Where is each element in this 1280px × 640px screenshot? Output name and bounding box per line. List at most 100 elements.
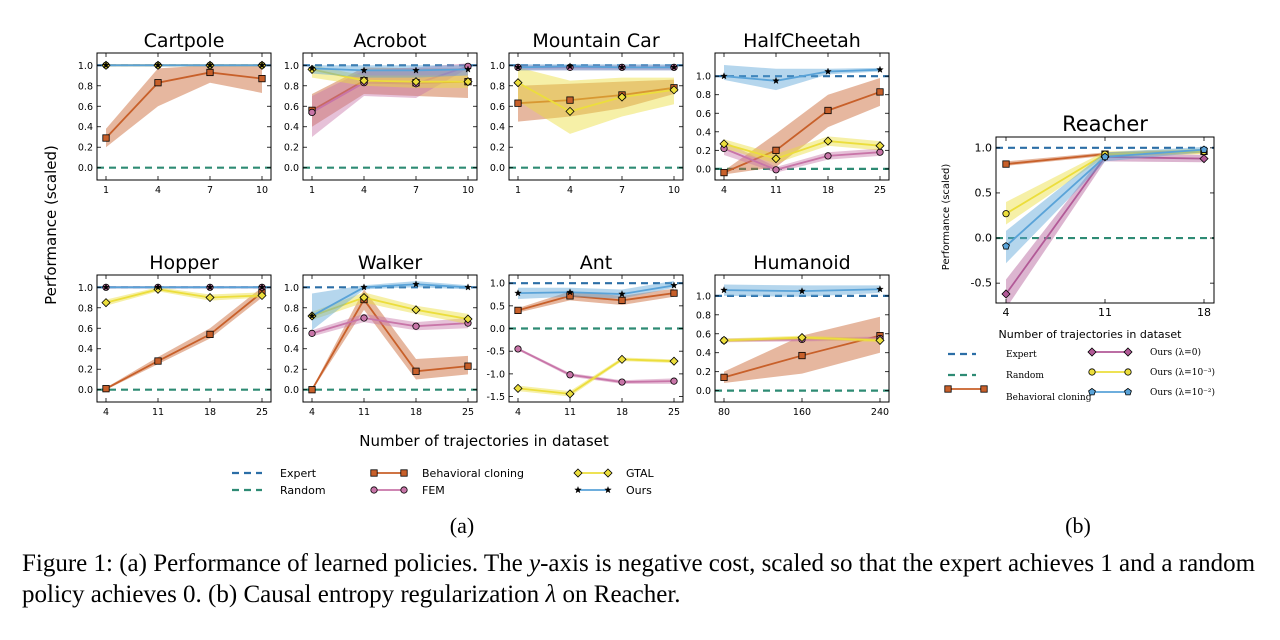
point-ours <box>102 283 110 291</box>
point-ours <box>720 72 728 80</box>
y-tick-label: 1.0 <box>78 283 93 294</box>
band-gtal <box>518 67 674 134</box>
y-tick-label: 0.2 <box>696 146 711 157</box>
band-behavioral-cloning <box>724 78 880 175</box>
y-tick-label: 0.4 <box>490 122 505 133</box>
x-tick-label: 11 <box>770 185 782 196</box>
panel-title: Reacher <box>1062 112 1148 136</box>
x-tick-label: 4 <box>309 407 315 418</box>
y-tick-label: 0.6 <box>284 102 299 113</box>
y-tick-label: 0.2 <box>696 367 711 378</box>
point-gtal <box>669 85 679 95</box>
point-gtal <box>719 335 729 345</box>
point-gtal <box>617 354 627 364</box>
point-fem <box>772 166 780 174</box>
panel-title: Humanoid <box>753 252 851 274</box>
line-behavioral-cloning <box>311 297 469 391</box>
legend-marker <box>1087 347 1097 357</box>
x-tick-label: 1 <box>103 185 109 196</box>
x-tick-label: 18 <box>410 407 422 418</box>
y-tick-label: 0.5 <box>490 301 505 312</box>
point-gtal <box>359 292 369 303</box>
y-tick-label: 0.8 <box>490 81 505 92</box>
line-gtal <box>517 81 675 113</box>
point-ours <box>670 281 678 289</box>
legend-a: Expert Random Behavioral cloning FEM GTAL Our… <box>232 467 655 497</box>
x-tick-label: 4 <box>1003 306 1010 319</box>
y-tick-label: 1.0 <box>284 283 299 294</box>
legend-item-random: Random <box>232 484 326 497</box>
y-tick-label: -0.5 <box>486 347 505 358</box>
x-tick-label: 1 <box>515 185 521 196</box>
y-tick-label: 0.0 <box>284 385 299 396</box>
point-gtal <box>771 154 781 164</box>
panel-title: Mountain Car <box>532 30 659 52</box>
legend-b-item-behavioral-cloning: Behavioral cloning <box>944 385 1092 403</box>
legend-b-item-random: Random <box>948 371 1044 381</box>
line-fem <box>517 348 675 383</box>
point-ours-10 <box>1200 145 1208 153</box>
y-tick-label: 0.6 <box>78 324 93 335</box>
x-tick-label: 25 <box>668 407 680 418</box>
legend-marker <box>603 468 613 478</box>
legend-item-ours: Ours <box>574 484 652 497</box>
x-tick-label: 10 <box>256 185 268 196</box>
panel-title: Walker <box>358 252 423 274</box>
legend-label: Expert <box>280 467 317 480</box>
point-behavioral-cloning <box>102 134 110 142</box>
point-ours <box>258 283 266 291</box>
point-behavioral-cloning <box>102 385 110 393</box>
point-fem <box>308 108 316 117</box>
line-gtal <box>723 140 881 160</box>
point-gtal <box>669 356 679 366</box>
panel-plot-area <box>509 280 683 397</box>
point-behavioral-cloning <box>670 289 678 297</box>
point-fem <box>566 371 574 379</box>
caption-middle: -axis is negative cost, scaled so that t… <box>22 550 1256 608</box>
point-fem <box>514 345 522 353</box>
y-tick-label: 1.0 <box>490 279 505 290</box>
point-behavioral-cloning <box>720 168 728 177</box>
legend-b-item-ours-10: Ours (λ=10⁻³) <box>1088 367 1215 378</box>
legend-item-fem: FEM <box>370 484 445 497</box>
legend-marker <box>1123 347 1133 357</box>
x-tick-label: 11 <box>564 407 576 418</box>
point-ours <box>824 67 832 75</box>
point-ours <box>514 63 522 71</box>
x-tick-label: 4 <box>155 185 161 196</box>
line-gtal <box>311 296 469 320</box>
point-gtal <box>513 78 523 88</box>
point-gtal <box>823 136 833 146</box>
y-tick-label: 0.0 <box>696 386 711 397</box>
y-tick-label: 1.0 <box>284 61 299 72</box>
legend-label: Behavioral cloning <box>422 467 524 480</box>
panel-plot-area <box>303 63 477 169</box>
caption-suffix: on Reacher. <box>556 581 681 608</box>
y-tick-label: 0.6 <box>78 102 93 113</box>
point-ours <box>618 290 626 298</box>
y-tick-label: -0.5 <box>971 277 992 290</box>
point-gtal <box>797 332 807 343</box>
x-tick-label: 18 <box>822 185 834 196</box>
y-tick-label: 0.5 <box>975 186 993 199</box>
point-ours <box>464 65 472 73</box>
band-fem <box>312 313 468 337</box>
point-ours <box>258 61 266 69</box>
band-ours <box>518 280 674 300</box>
x-tick-label: 4 <box>361 185 367 196</box>
point-ours <box>206 61 214 69</box>
panel-title: Cartpole <box>144 30 225 52</box>
panel-walker: 0.0 0.2 0.4 0.6 0.8 1.0 4 11 18 25 Walker <box>284 252 478 418</box>
x-tick-label: 25 <box>874 185 886 196</box>
point-fem <box>618 378 626 386</box>
y-tick-label: 1.0 <box>696 291 711 302</box>
y-tick-label: 0.0 <box>284 163 299 174</box>
legend-marker <box>1124 387 1132 396</box>
panel-frame <box>508 274 684 403</box>
y-tick-label: 0.8 <box>696 310 711 321</box>
panel-frame <box>96 52 272 181</box>
y-tick-label: 0.2 <box>490 143 505 154</box>
point-gtal <box>359 76 369 86</box>
point-behavioral-cloning <box>154 357 162 365</box>
line-ours <box>311 67 469 72</box>
